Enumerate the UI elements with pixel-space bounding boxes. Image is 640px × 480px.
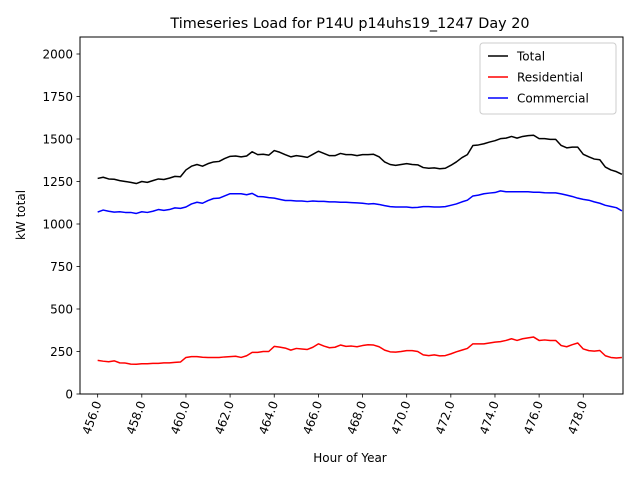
y-tick-label: 1000	[42, 217, 73, 231]
y-tick-label: 0	[65, 387, 73, 401]
y-tick-label: 1750	[42, 90, 73, 104]
y-axis: 0 250 500 750 1000 1250 1500 1750 2000	[42, 47, 80, 401]
y-tick-label: 2000	[42, 47, 73, 61]
y-axis-title: kW total	[14, 190, 28, 240]
series-line-total	[97, 134, 623, 185]
y-tick-label: 1250	[42, 175, 73, 189]
legend-label-residential: Residential	[517, 70, 583, 84]
legend-label-total: Total	[516, 49, 545, 63]
x-axis-title: Hour of Year	[313, 451, 387, 465]
y-tick-label: 500	[50, 302, 73, 316]
plot-frame	[79, 36, 624, 395]
y-tick-label: 750	[50, 260, 73, 274]
legend-box	[479, 42, 617, 115]
legend: Total Residential Commercial	[479, 42, 617, 115]
series-line-commercial	[97, 190, 623, 215]
chart-title: Timeseries Load for P14U p14uhs19_1247 D…	[169, 16, 529, 32]
plot-area	[97, 134, 623, 365]
legend-label-commercial: Commercial	[517, 91, 589, 105]
y-tick-label: 250	[50, 345, 73, 359]
series-line-residential	[97, 336, 622, 365]
y-tick-label: 1500	[42, 132, 73, 146]
